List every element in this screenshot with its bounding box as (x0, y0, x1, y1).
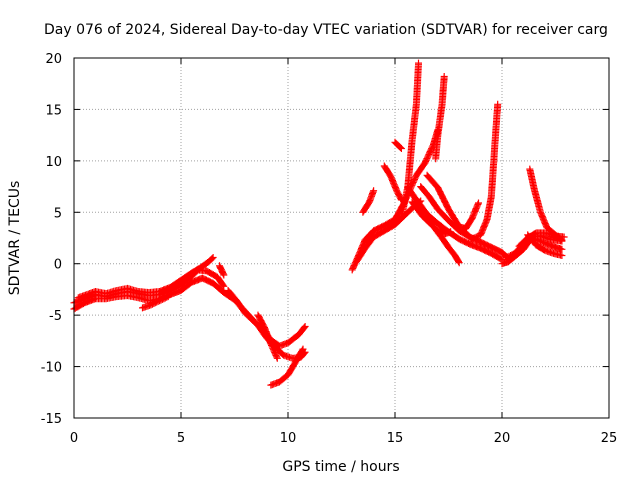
series-pass-14 (391, 138, 405, 152)
marker-trace (524, 231, 566, 259)
y-tick-label: 10 (45, 155, 62, 170)
marker-trace (74, 254, 217, 302)
data-markers (70, 59, 568, 389)
y-tick-label: -10 (41, 361, 62, 376)
series-pass-17 (404, 184, 506, 264)
y-tick-label: 0 (54, 258, 62, 273)
y-tick-label: -5 (49, 309, 62, 324)
marker-trace (397, 59, 422, 221)
marker-trace (391, 138, 405, 152)
series-pass-5 (216, 262, 228, 279)
y-tick-label: -15 (41, 412, 62, 427)
marker-trace (432, 73, 448, 163)
series-pass-3 (74, 254, 217, 302)
marker-trace (359, 187, 378, 216)
series-pass-7 (228, 293, 309, 362)
y-tick-label: 20 (45, 52, 62, 67)
x-tick-label: 5 (177, 431, 185, 446)
x-tick-label: 10 (280, 431, 297, 446)
series-pass-26 (526, 165, 566, 244)
marker-trace (267, 345, 307, 389)
series-pass-22 (460, 100, 502, 243)
marker-trace (526, 165, 566, 244)
series-pass-18 (408, 198, 463, 267)
y-tick-label: 15 (45, 103, 62, 118)
plot-frame (73, 57, 610, 419)
series-pass-15 (397, 59, 422, 221)
axis-ticks: 0 5 10 15 20 25 -15 -10 -5 0 5 10 15 20 (41, 52, 618, 446)
series-pass-9 (267, 345, 307, 389)
marker-trace (228, 293, 309, 362)
x-tick-label: 0 (70, 431, 78, 446)
series-pass-13 (380, 162, 405, 204)
grid (74, 58, 609, 418)
series-pass-27 (524, 231, 566, 259)
x-tick-label: 15 (387, 431, 404, 446)
marker-trace (408, 198, 463, 267)
y-tick-label: 5 (54, 206, 62, 221)
series-pass-16 (432, 73, 448, 163)
marker-trace (380, 162, 405, 204)
marker-trace (460, 100, 502, 243)
marker-trace (404, 184, 506, 264)
marker-trace (254, 311, 281, 362)
y-axis-label: SDTVAR / TECUs (7, 181, 23, 296)
series-pass-12 (359, 187, 378, 216)
marker-trace (434, 226, 455, 238)
series-pass-21 (434, 226, 455, 238)
series-pass-4 (139, 293, 172, 312)
chart-title: Day 076 of 2024, Sidereal Day-to-day VTE… (44, 22, 608, 38)
marker-trace (216, 262, 228, 279)
x-tick-label: 20 (494, 431, 511, 446)
x-tick-label: 25 (601, 431, 618, 446)
marker-trace (139, 293, 172, 312)
x-axis-label: GPS time / hours (282, 459, 399, 475)
series-pass-8 (254, 311, 281, 362)
